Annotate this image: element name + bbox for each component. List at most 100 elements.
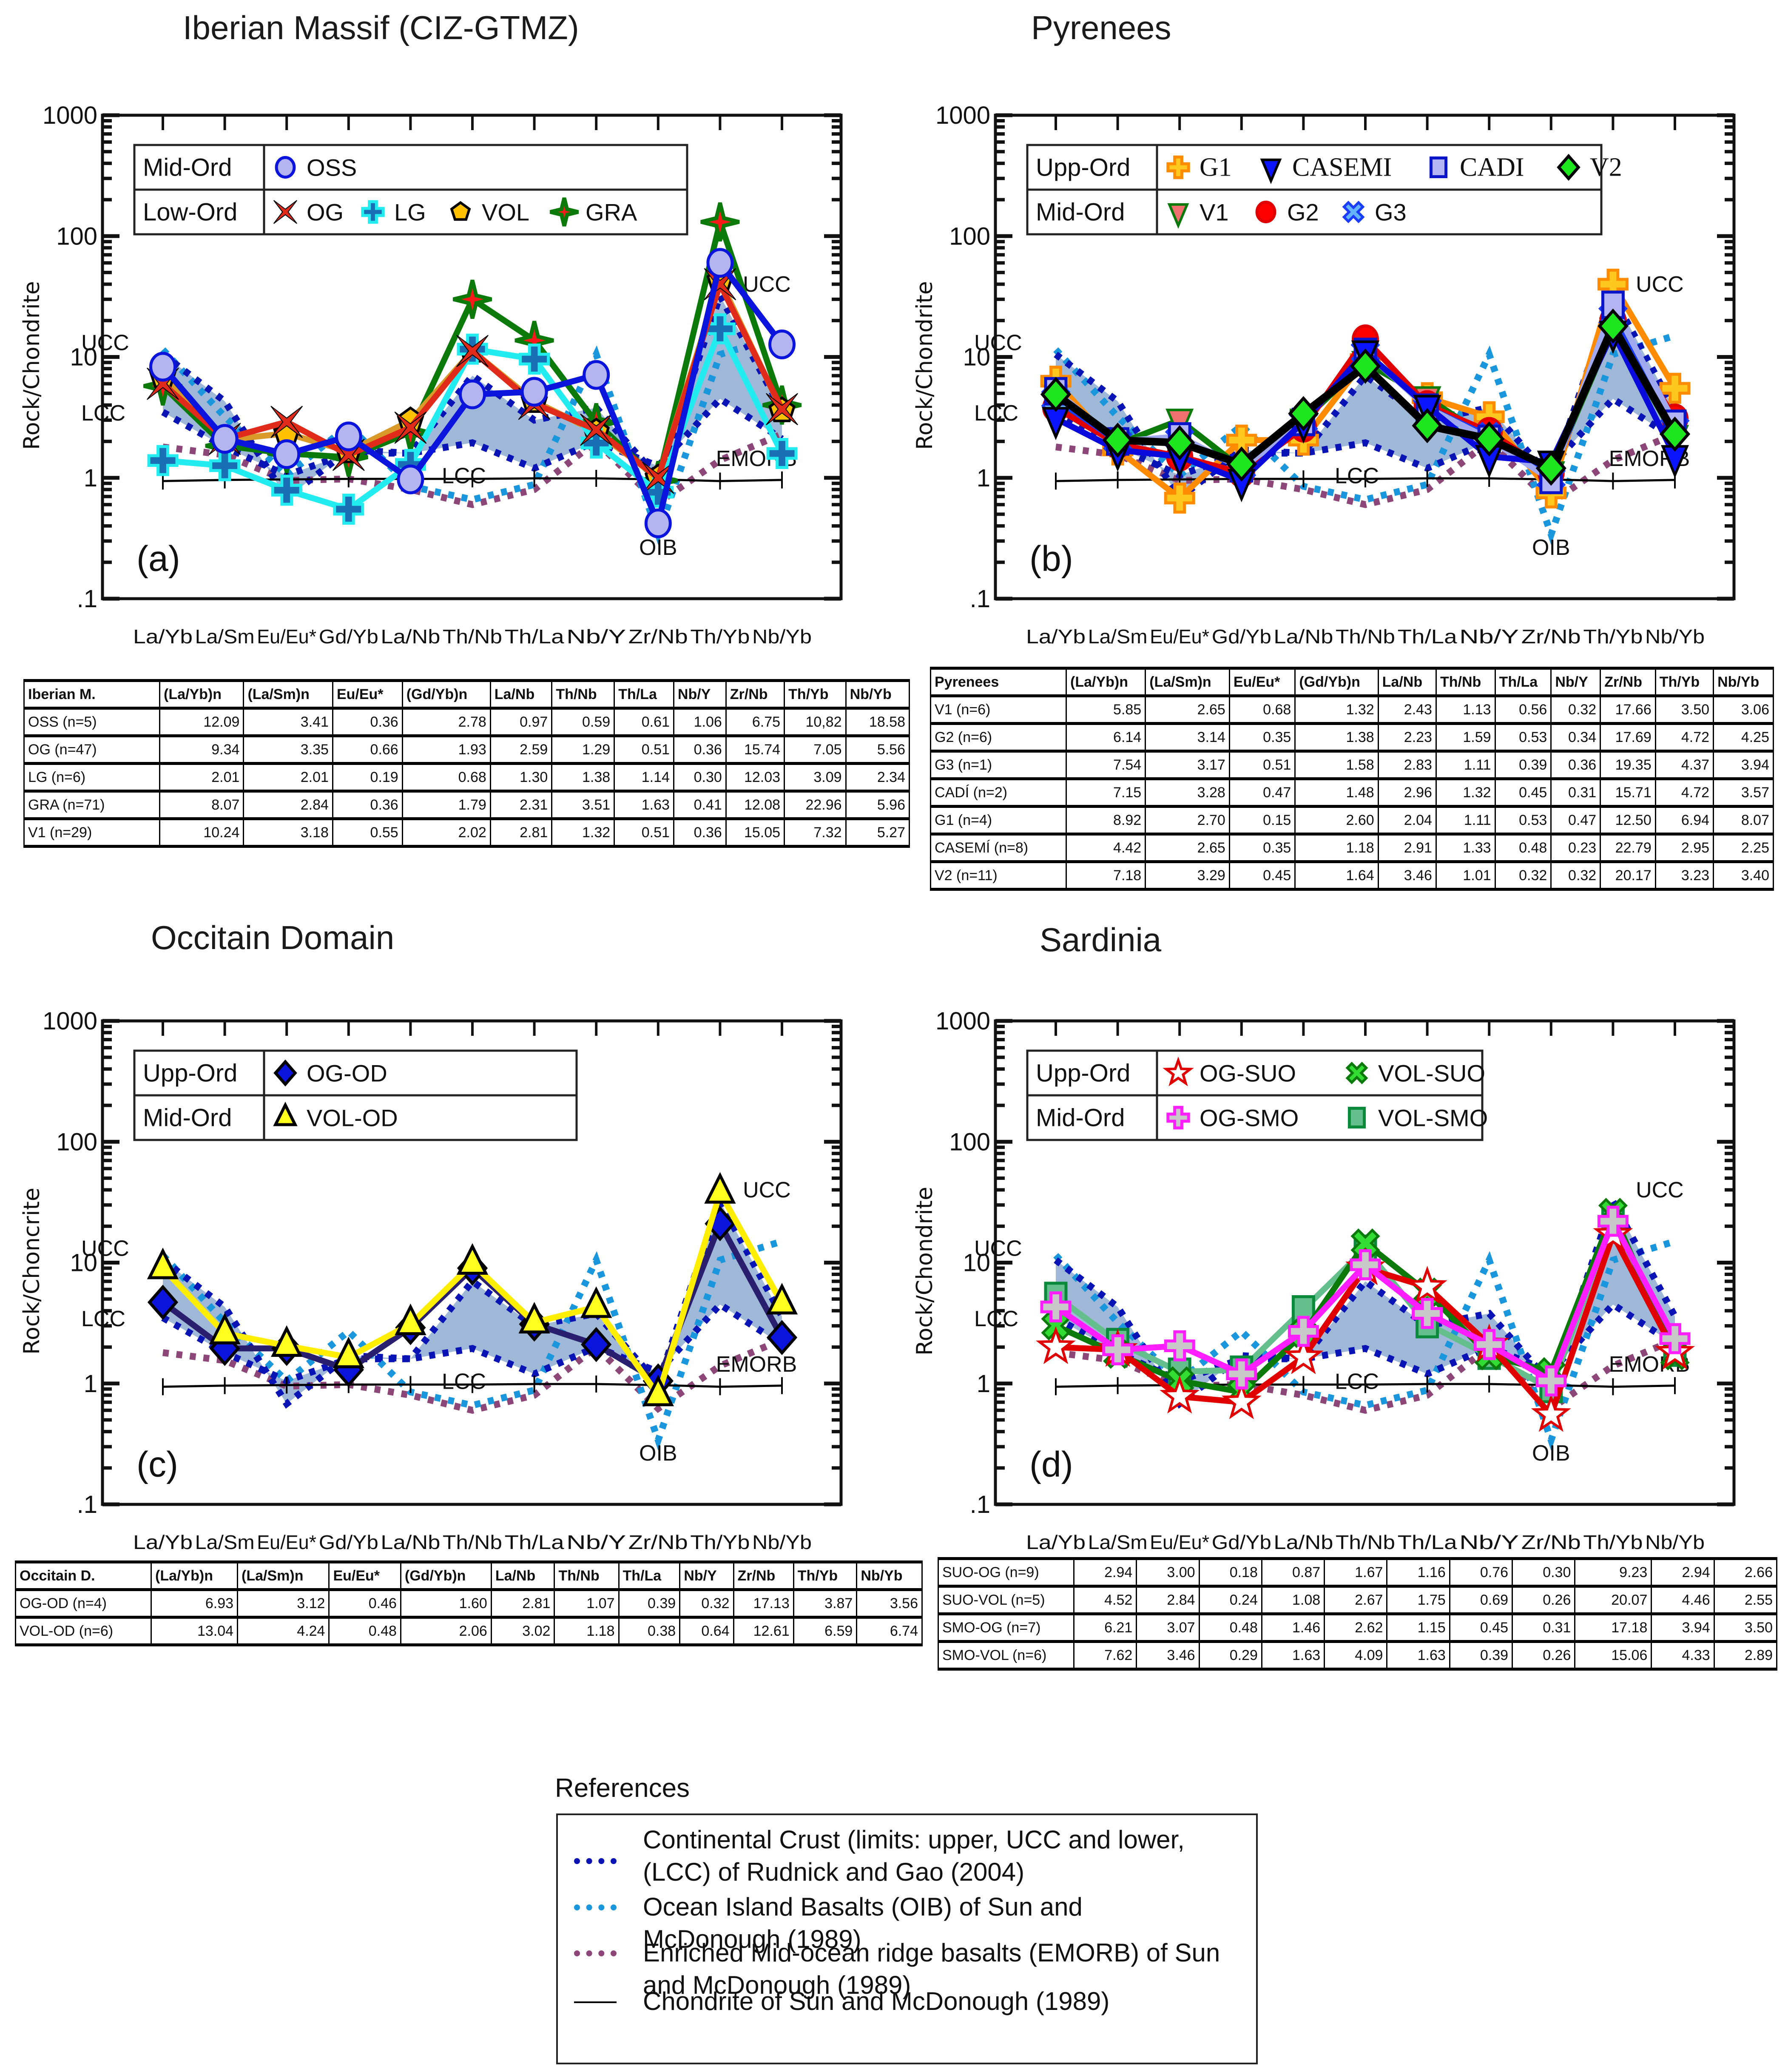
x-tick-label: Zr/Nb	[628, 625, 688, 648]
emorb-reference-line	[1055, 1336, 1677, 1414]
x-tick-label: La/Nb	[1273, 625, 1333, 648]
x-tick-label: La/Yb	[133, 625, 193, 648]
table-cell: 1.32	[1435, 778, 1496, 807]
legend-item-label: V1	[1200, 199, 1229, 226]
row-label: OSS (n=5)	[23, 708, 160, 736]
x-tick-label: Th/La	[1398, 625, 1457, 648]
ucc-reference-line	[161, 287, 785, 503]
table-cell: 1.93	[401, 735, 491, 764]
table-cell: 17.18	[1574, 1613, 1652, 1642]
x-tick-label: Nb/Y	[566, 1531, 626, 1553]
legend-item: VOL	[450, 199, 529, 226]
row-label: GRA (n=71)	[23, 790, 160, 819]
y-tick-label: 1	[84, 1370, 97, 1398]
table-cell: 6.94	[1654, 806, 1714, 835]
table-cell: 0.23	[1550, 833, 1601, 862]
x-tick-label: Th/Yb	[1583, 1531, 1643, 1553]
chart-c: 1000 100 10 1 .1 Rock/Choncrite La/Yb La/Sm Eu/E…	[19, 1007, 843, 1553]
panel-a: Iberian Massif (CIZ-GTMZ) 1000 100 10 1 .1 Ro…	[0, 0, 893, 648]
plus-marker	[209, 450, 241, 481]
reference-annotation: UCC	[743, 1178, 791, 1202]
y-tick-label: 100	[949, 222, 990, 250]
table-cell: 17.69	[1600, 723, 1656, 752]
table-cell: 0.35	[1228, 833, 1296, 862]
triangle-marker	[456, 1243, 489, 1275]
circle-marker	[520, 377, 548, 407]
reference-annotation: UCC	[1636, 272, 1684, 297]
series-oss	[149, 248, 796, 538]
table-cell: 4.25	[1713, 723, 1774, 752]
x-tick-label: Nb/Yb	[752, 625, 812, 648]
table-column-header: (La/Yb)n	[159, 680, 244, 709]
legend-item: OG-SMO	[1166, 1105, 1299, 1131]
y-tick-label: 10	[70, 1249, 97, 1277]
table-cell: 0.39	[1494, 750, 1552, 779]
row-label: G2 (n=6)	[930, 723, 1067, 752]
table-cell: 0.39	[618, 1589, 681, 1618]
table-cell: 4.37	[1654, 750, 1714, 779]
table-cell: 3.40	[1713, 861, 1774, 890]
x-tick-label: Th/La	[505, 625, 564, 648]
table-row: V2 (n=11) 7.18 3.29 0.45 1.64 3.46 1.01 0.32 0.3…	[930, 861, 1774, 890]
table-cell: 3.12	[237, 1589, 330, 1618]
x-tick-label: Th/Nb	[1336, 1531, 1395, 1553]
triangle-marker	[518, 1302, 550, 1334]
table-column-header: Th/Nb	[554, 1561, 620, 1590]
row-label: SUO-OG (n=9)	[938, 1558, 1075, 1587]
x-tick-label: Th/Nb	[443, 625, 502, 648]
table-column-header: Th/Yb	[793, 1561, 858, 1590]
x-tick-label: Nb/Yb	[1645, 625, 1705, 648]
legend-item: G3	[1342, 199, 1407, 226]
plus-marker	[147, 445, 179, 476]
triangle-marker	[271, 1325, 303, 1357]
table-cell: 3.28	[1145, 778, 1230, 807]
table-cell: 12.08	[725, 790, 785, 819]
plus-marker	[1288, 1316, 1319, 1347]
table-cell: 6.93	[150, 1589, 239, 1618]
table-column-header: Nb/Y	[673, 680, 727, 709]
x-marker	[1342, 201, 1365, 223]
y-tick-label: .1	[970, 1491, 990, 1518]
series-v2	[1040, 308, 1691, 486]
table-cell: 12.50	[1600, 806, 1656, 835]
table-column-header: Th/Yb	[1654, 668, 1714, 696]
table-cell: 2.06	[400, 1617, 492, 1646]
x-shape	[1345, 1062, 1368, 1084]
emorb-reference-line	[162, 431, 784, 509]
legend: Upp-Ord OG-SUO VOL-SUO Mid-Ord OG-SMO VOL-SMO	[1026, 1049, 1488, 1141]
table-column-header: Eu/Eu*	[332, 680, 403, 709]
y-tick-label: .1	[77, 1491, 97, 1518]
reference-annotation: UCC	[81, 330, 129, 355]
plus-marker	[361, 200, 385, 224]
row-label: OG (n=47)	[23, 735, 160, 764]
table-cell: 2.84	[243, 790, 333, 819]
table-column-header: Nb/Yb	[1713, 668, 1774, 696]
table-row: V1 (n=6) 5.85 2.65 0.68 1.32 2.43 1.13 0.56 0.32…	[930, 695, 1774, 724]
chart-b: 1000 100 10 1 .1 Rock/Chondrite La/Yb La/Sm Eu/E…	[912, 102, 1736, 648]
table-cell: 1.11	[1435, 750, 1496, 779]
table-region-header: Occitain D.	[15, 1561, 152, 1590]
table-cell: 7.05	[784, 735, 847, 764]
legend-item-label: OG-SMO	[1200, 1105, 1299, 1131]
table-cell: 2.66	[1713, 1558, 1778, 1587]
reference-annotation: LCC	[1335, 463, 1379, 488]
table-cell: 0.30	[1512, 1558, 1576, 1587]
x-tick-label: Eu/Eu*	[1150, 625, 1209, 648]
table-cell: 10,82	[784, 708, 847, 736]
row-label: V1 (n=6)	[930, 695, 1067, 724]
row-label: CADÍ (n=2)	[930, 778, 1067, 807]
panel-label: (b)	[1029, 538, 1073, 578]
row-label: G1 (n=4)	[930, 806, 1067, 835]
table-cell: 3.94	[1713, 750, 1774, 779]
table-cell: 2.34	[845, 763, 910, 792]
table-cell: 1.18	[554, 1617, 620, 1646]
legend-item-label: G3	[1375, 199, 1407, 226]
table-cell: 4.33	[1651, 1641, 1715, 1670]
reference-annotation: LCC	[442, 463, 486, 488]
x-star-marker	[270, 406, 303, 438]
table-cell: 2.62	[1324, 1613, 1388, 1642]
row-label: OG-OD (n=4)	[15, 1589, 152, 1618]
table-column-header: Nb/Y	[1550, 668, 1601, 696]
table-region-header: Iberian M.	[23, 680, 160, 709]
table-column-header: Nb/Yb	[856, 1561, 923, 1590]
